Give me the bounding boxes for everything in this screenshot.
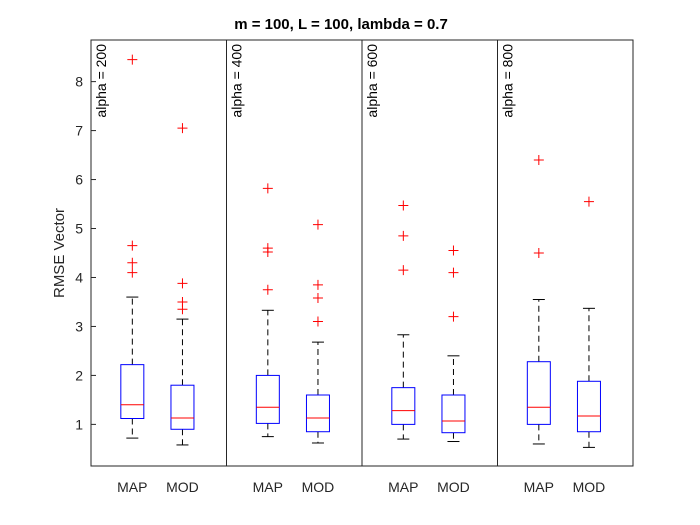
iqr-box xyxy=(255,374,280,424)
x-category-label: MOD xyxy=(166,479,199,495)
iqr-box xyxy=(170,384,195,430)
panel-1: alpha = 200 MAP MOD xyxy=(93,44,199,495)
x-category-label: MOD xyxy=(437,479,470,495)
outlier-marker xyxy=(398,200,409,211)
y-tick-label: 5 xyxy=(75,221,83,237)
outlier-marker xyxy=(127,240,138,251)
outlier-marker xyxy=(177,278,188,289)
iqr-box xyxy=(120,364,145,420)
y-tick-label: 6 xyxy=(75,172,83,188)
plot-area: 1 2 3 4 5 6 7 8 alpha = 200 MAP MOD alpha = 400 MAP M… xyxy=(75,39,634,495)
y-tick-label: 8 xyxy=(75,74,83,90)
box-map xyxy=(255,183,280,438)
iqr-box xyxy=(441,394,466,434)
box-mod xyxy=(576,196,601,448)
outlier-marker xyxy=(312,316,323,327)
panel-4: alpha = 800 MAP MOD xyxy=(497,40,606,495)
panel-2: alpha = 400 MAP MOD xyxy=(226,40,335,495)
outlier-marker xyxy=(262,183,273,194)
iqr-box xyxy=(526,361,551,425)
box-map xyxy=(526,154,551,445)
x-category-label: MOD xyxy=(302,479,335,495)
outlier-marker xyxy=(177,123,188,134)
y-axis-label: RMSE Vector xyxy=(51,208,68,298)
outlier-marker xyxy=(312,279,323,290)
y-tick-label: 4 xyxy=(75,269,83,285)
outlier-marker xyxy=(583,196,594,207)
outlier-marker xyxy=(533,154,544,165)
outlier-marker xyxy=(448,267,459,278)
outlier-marker xyxy=(312,293,323,304)
y-tick-label: 7 xyxy=(75,123,83,139)
panel-label: alpha = 200 xyxy=(93,44,109,118)
y-tick-label: 3 xyxy=(75,318,83,334)
x-category-label: MOD xyxy=(573,479,606,495)
box-mod xyxy=(305,219,330,444)
outlier-marker xyxy=(448,311,459,322)
x-category-label: MAP xyxy=(388,479,418,495)
outlier-marker xyxy=(398,230,409,241)
outlier-marker xyxy=(177,296,188,307)
box-mod xyxy=(441,245,466,443)
iqr-box xyxy=(391,387,416,425)
x-category-label: MAP xyxy=(524,479,554,495)
chart-title: m = 100, L = 100, lambda = 0.7 xyxy=(234,16,448,33)
outlier-marker xyxy=(262,243,273,254)
x-category-label: MAP xyxy=(117,479,147,495)
panel-label: alpha = 400 xyxy=(229,44,245,118)
box-mod xyxy=(170,123,195,446)
panel-label: alpha = 600 xyxy=(364,44,380,118)
outlier-marker xyxy=(127,257,138,268)
outlier-marker xyxy=(448,245,459,256)
box-map xyxy=(391,200,416,440)
panel-3: alpha = 600 MAP MOD xyxy=(361,40,470,495)
outlier-marker xyxy=(262,284,273,295)
y-tick-label: 1 xyxy=(75,416,83,432)
iqr-box xyxy=(305,394,330,433)
outlier-marker xyxy=(127,267,138,278)
box-map xyxy=(120,54,145,439)
panel-label: alpha = 800 xyxy=(500,44,516,118)
outlier-marker xyxy=(312,219,323,230)
iqr-box xyxy=(576,380,601,433)
outlier-marker xyxy=(533,248,544,258)
y-tick-label: 2 xyxy=(75,367,83,383)
outlier-marker xyxy=(127,54,138,65)
x-category-label: MAP xyxy=(253,479,283,495)
outlier-marker xyxy=(398,265,409,276)
